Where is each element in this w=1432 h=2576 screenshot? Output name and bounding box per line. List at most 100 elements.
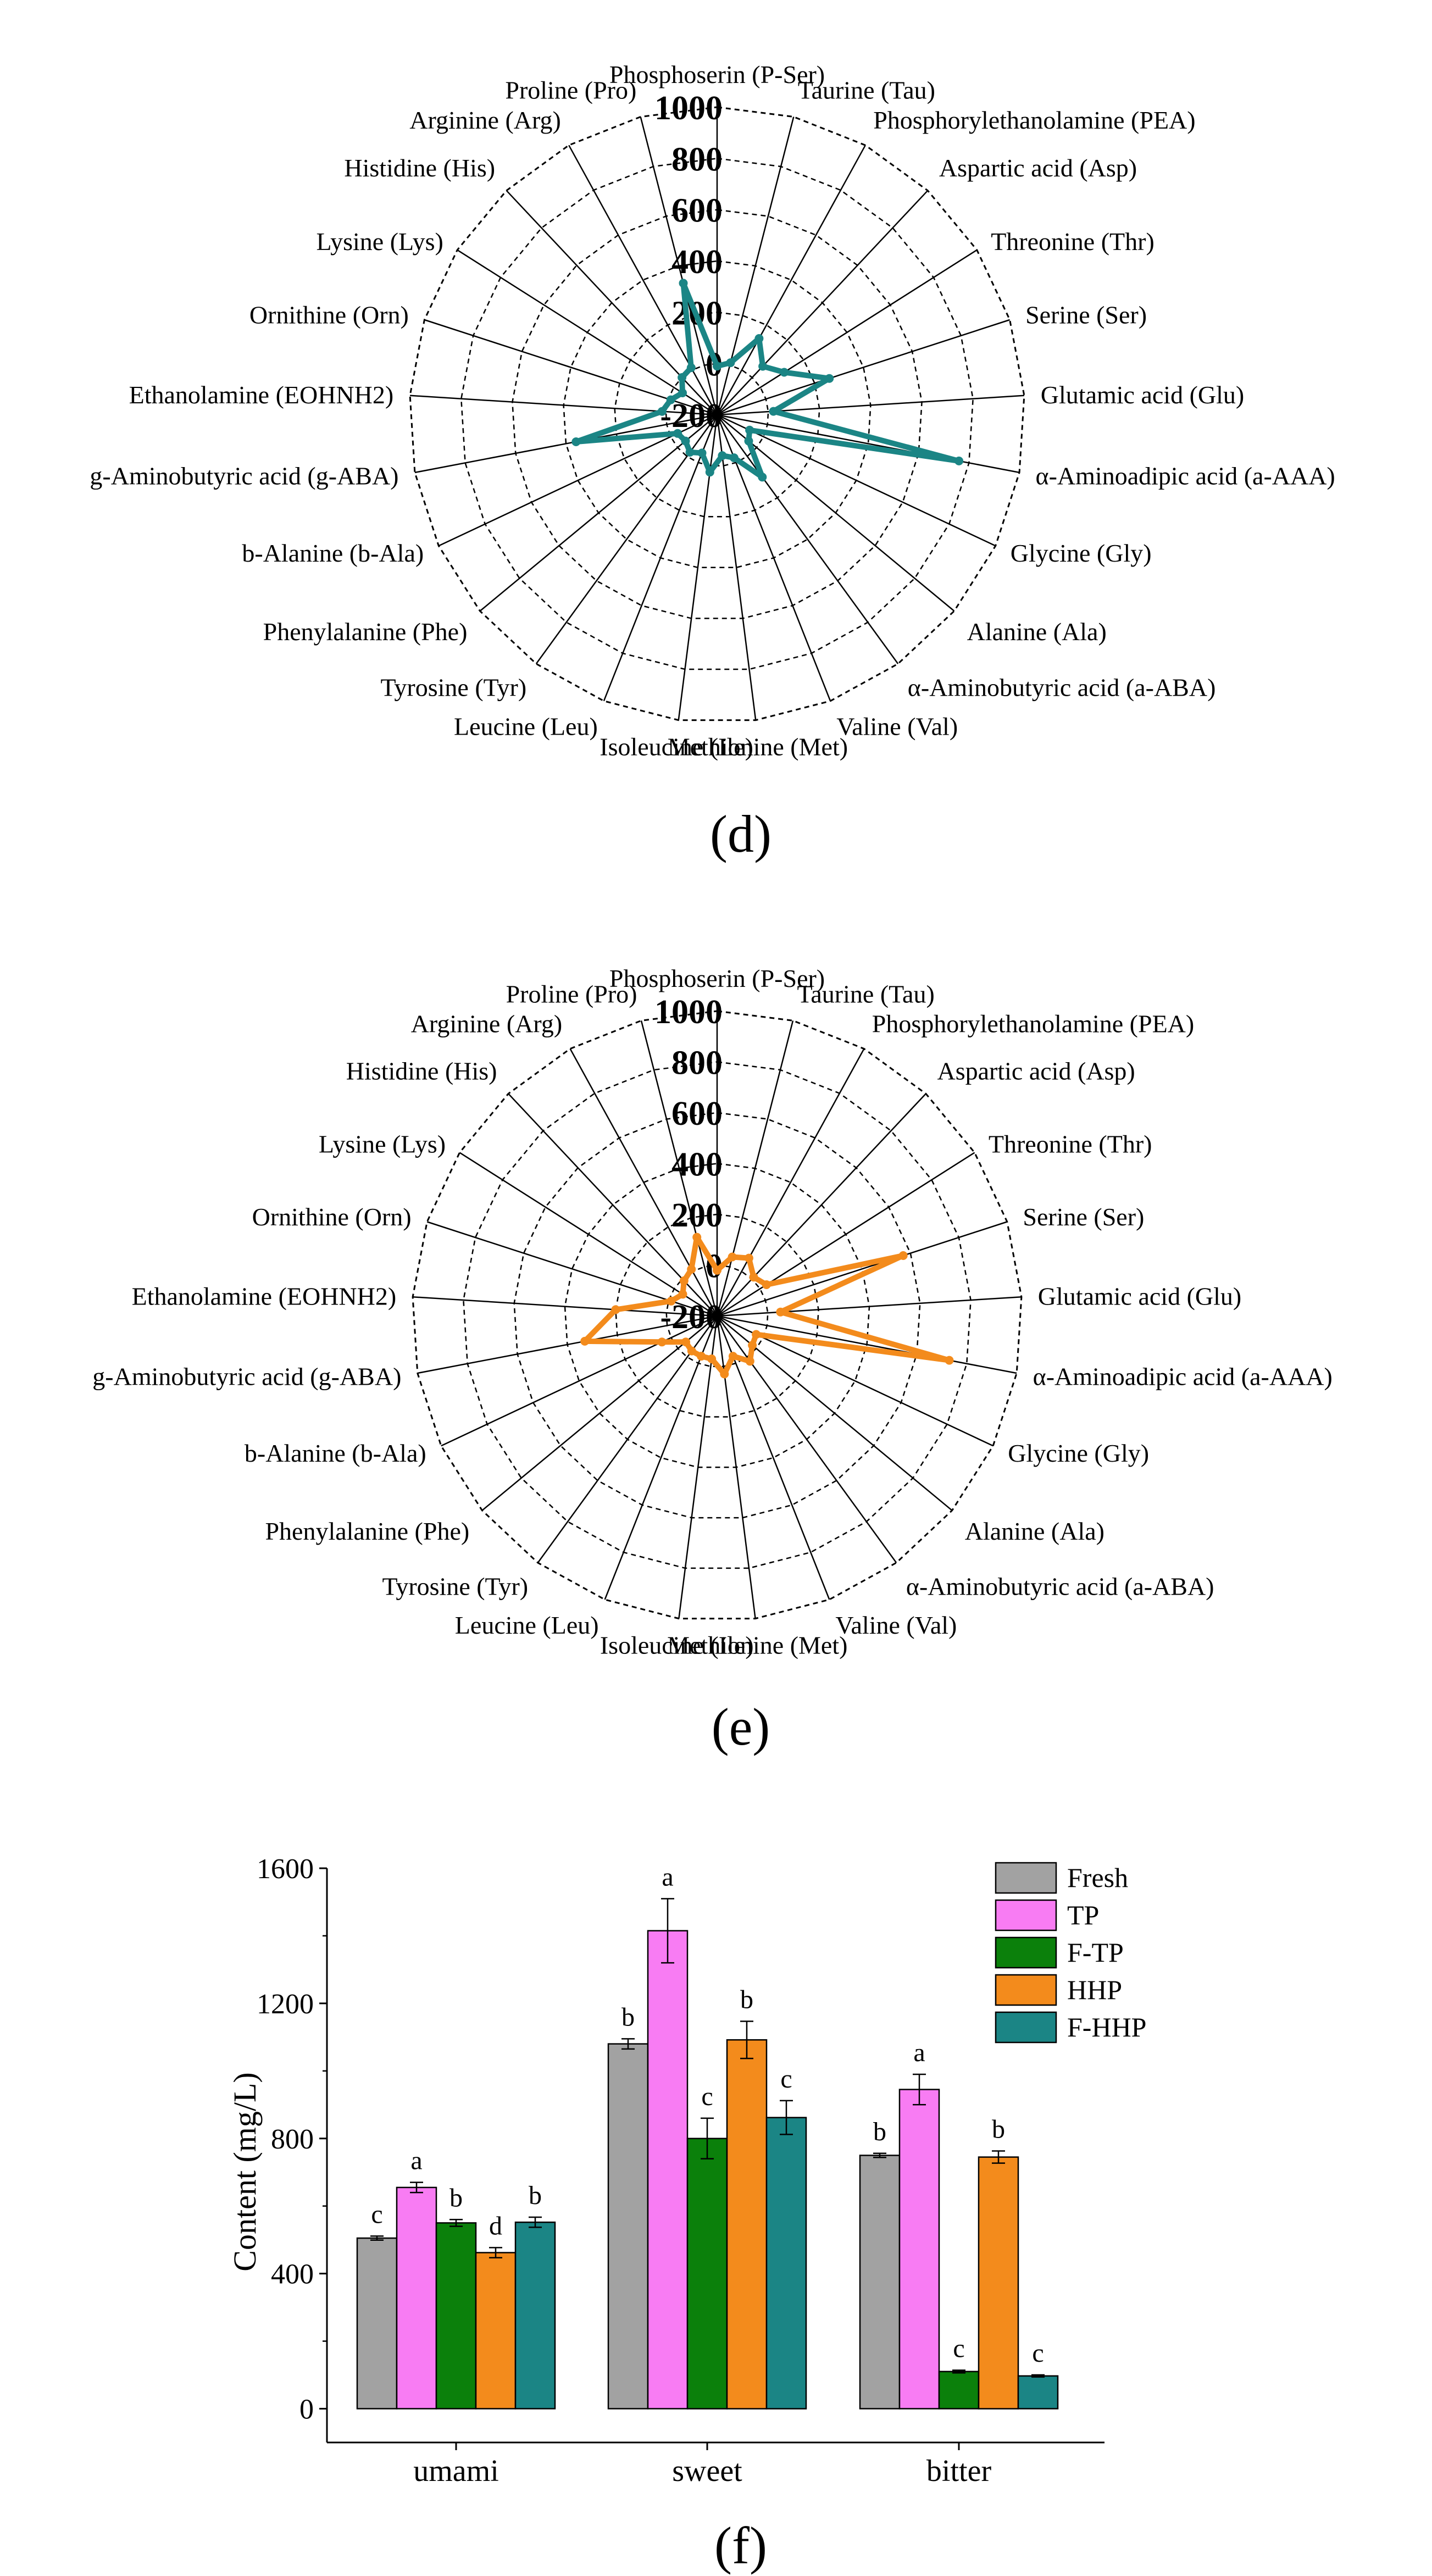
radar-data-point bbox=[745, 1357, 754, 1366]
radar-spoke bbox=[413, 1296, 718, 1317]
radar-radial-tick-label: 400 bbox=[671, 243, 723, 281]
bar bbox=[898, 2089, 940, 2410]
radar-category-label: Threonine (Thr) bbox=[989, 1130, 1152, 1158]
bar bbox=[475, 2252, 517, 2410]
radar-category-label: Aspartic acid (Asp) bbox=[939, 154, 1137, 182]
radar-data-point bbox=[780, 368, 789, 377]
radar-data-point bbox=[666, 395, 675, 404]
radar-data-point bbox=[657, 1337, 667, 1347]
radar-radial-tick-label: 400 bbox=[671, 1146, 723, 1184]
legend-label: F-HHP bbox=[1067, 2012, 1146, 2042]
radar-spoke bbox=[457, 249, 718, 416]
y-tick-label: 1200 bbox=[257, 1989, 314, 2020]
radar-spoke bbox=[717, 1315, 1017, 1374]
radar-data-point bbox=[945, 1356, 954, 1365]
significance-letter: d bbox=[489, 2211, 502, 2240]
bar bbox=[396, 2186, 437, 2410]
significance-letter: c bbox=[780, 2064, 792, 2094]
radar-data-point bbox=[752, 1330, 761, 1339]
radar-spoke bbox=[717, 319, 1010, 416]
radar-data-point bbox=[954, 456, 964, 465]
bar bbox=[938, 2370, 980, 2410]
radar-data-point bbox=[769, 407, 778, 416]
y-axis-title: Content (mg/L) bbox=[227, 2072, 263, 2271]
radar-category-label: Isoleucine (Ile) bbox=[600, 1631, 754, 1659]
radar-data-point bbox=[692, 1233, 702, 1242]
radar-radial-tick-label: 600 bbox=[671, 192, 723, 230]
radar-category-label: Phosphoserin (P-Ser) bbox=[609, 60, 825, 88]
legend-swatch bbox=[995, 2011, 1057, 2044]
radar-grid-ring bbox=[614, 312, 820, 518]
radar-chart-d: Phosphoserin (P-Ser)Taurine (Tau)Phospho… bbox=[90, 60, 1335, 760]
radar-spoke bbox=[717, 414, 1020, 474]
radar-category-label: Methionine (Met) bbox=[667, 1631, 847, 1659]
radar-data-point bbox=[687, 1264, 696, 1274]
radar-grid-ring bbox=[460, 158, 974, 670]
radar-category-label: Glycine (Gly) bbox=[1011, 539, 1152, 567]
radar-spoke bbox=[717, 1221, 1008, 1317]
radar-spoke bbox=[716, 1315, 897, 1563]
significance-letter: c bbox=[953, 2334, 964, 2363]
radar-data-point bbox=[681, 1337, 690, 1347]
x-category-label: sweet bbox=[672, 2454, 742, 2488]
radar-category-label: b-Alanine (b-Ala) bbox=[242, 539, 424, 567]
radar-category-label: α-Aminoadipic acid (a-AAA) bbox=[1036, 462, 1335, 490]
bar bbox=[647, 1930, 689, 2410]
radar-data-point bbox=[728, 1352, 737, 1361]
radar-data-point bbox=[726, 358, 735, 368]
radar-category-label: b-Alanine (b-Ala) bbox=[245, 1439, 426, 1467]
radar-spoke bbox=[716, 1315, 830, 1600]
radar-category-label: Phosphoserin (P-Ser) bbox=[609, 964, 825, 992]
significance-letter: b bbox=[529, 2181, 542, 2210]
radar-data-point bbox=[744, 1253, 753, 1263]
radar-category-label: Alanine (Ala) bbox=[967, 618, 1107, 646]
radar-category-label: g-Aminobutyric acid (g-ABA) bbox=[90, 462, 398, 490]
radar-grid-ring bbox=[412, 1010, 1023, 1620]
radar-data-point bbox=[687, 1346, 696, 1356]
significance-letter: c bbox=[1032, 2339, 1044, 2368]
radar-category-label: Ornithine (Orn) bbox=[249, 301, 409, 329]
radar-category-label: Methionine (Met) bbox=[668, 732, 848, 760]
radar-category-label: α-Aminoadipic acid (a-AAA) bbox=[1033, 1363, 1333, 1391]
radar-category-label: Proline (Pro) bbox=[506, 980, 637, 1008]
radar-grid-ring bbox=[563, 260, 872, 569]
radar-radial-tick-label: 800 bbox=[671, 1045, 723, 1082]
radar-radial-tick-label: 600 bbox=[671, 1095, 723, 1132]
panel-label-f: (f) bbox=[714, 2516, 767, 2575]
radar-category-label: Phosphorylethanolamine (PEA) bbox=[873, 106, 1195, 134]
radar-spoke bbox=[678, 414, 718, 720]
radar-data-point bbox=[744, 436, 753, 446]
radar-spoke bbox=[716, 414, 899, 664]
radar-data-point bbox=[718, 451, 727, 460]
radar-category-label: Arginine (Arg) bbox=[409, 106, 561, 134]
panel-label-e: (e) bbox=[712, 1697, 770, 1756]
radar-spoke bbox=[535, 414, 718, 664]
radar-data-point bbox=[697, 448, 707, 458]
radar-spoke bbox=[717, 1152, 975, 1317]
radar-data-point bbox=[697, 1352, 706, 1361]
radar-data-point bbox=[898, 1251, 908, 1260]
radar-category-label: Aspartic acid (Asp) bbox=[937, 1057, 1135, 1085]
legend-label: TP bbox=[1067, 1900, 1099, 1930]
radar-spoke bbox=[717, 249, 978, 416]
radar-data-point bbox=[713, 1265, 721, 1275]
radar-data-point bbox=[707, 1354, 717, 1363]
radar-category-label: Lysine (Lys) bbox=[317, 227, 443, 256]
bar bbox=[978, 2156, 1019, 2410]
radar-category-label: Phenylalanine (Phe) bbox=[263, 618, 468, 646]
radar-category-label: Valine (Val) bbox=[836, 713, 958, 741]
radar-data-point bbox=[749, 1273, 758, 1282]
radar-series-line bbox=[573, 280, 962, 480]
radar-spoke bbox=[717, 1315, 953, 1511]
radar-category-label: Proline (Pro) bbox=[505, 76, 636, 104]
panel-label-d: (d) bbox=[710, 804, 771, 863]
radar-category-label: Ethanolamine (EOHNH2) bbox=[129, 381, 394, 409]
radar-data-point bbox=[679, 1276, 689, 1285]
radar-data-point bbox=[762, 1280, 771, 1289]
radar-grid-ring bbox=[409, 106, 1025, 721]
radar-data-point bbox=[776, 1307, 785, 1317]
radar-spoke bbox=[537, 1315, 718, 1563]
significance-letter: b bbox=[740, 1985, 753, 2014]
radar-category-label: Histidine (His) bbox=[346, 1057, 497, 1085]
